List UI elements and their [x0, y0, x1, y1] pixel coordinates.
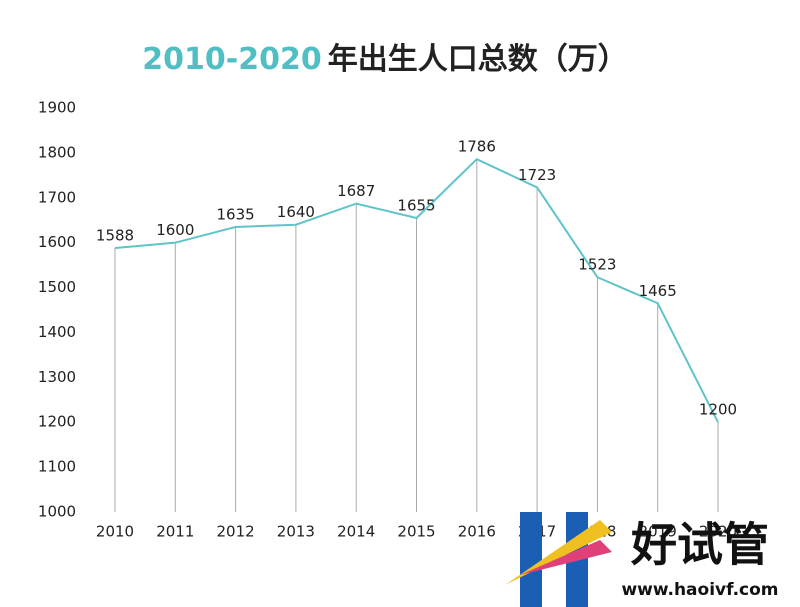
y-tick-label: 1800 — [38, 143, 76, 161]
title-text: 年出生人口总数（万） — [328, 42, 628, 77]
y-tick-label: 1600 — [38, 233, 76, 251]
title-years: 2010-2020 — [142, 42, 321, 77]
x-tick-label: 2019 — [639, 523, 677, 541]
data-label: 1600 — [156, 221, 194, 239]
x-tick-label: 2014 — [337, 523, 375, 541]
logo-stroke — [505, 520, 612, 585]
x-tick-label: 2012 — [217, 523, 255, 541]
x-tick-label: 2015 — [397, 523, 435, 541]
y-tick-label: 1100 — [38, 458, 76, 476]
line — [114, 157, 719, 423]
y-tick-label: 1700 — [38, 188, 76, 206]
data-label: 1200 — [699, 401, 737, 419]
y-tick-label: 1400 — [38, 323, 76, 341]
watermark-brand: 好试管 — [630, 518, 769, 572]
data-label: 1523 — [578, 256, 616, 274]
x-tick-label: 2016 — [458, 523, 496, 541]
data-label: 1687 — [337, 182, 375, 200]
watermark-url: www.haoivf.com — [621, 580, 778, 600]
y-tick-label: 1500 — [38, 278, 76, 296]
data-label: 1786 — [458, 138, 496, 156]
y-tick-label: 1200 — [38, 413, 76, 431]
chart-title: 2010-2020 年出生人口总数（万） — [142, 42, 627, 77]
data-label: 1588 — [96, 227, 134, 245]
x-tick-label: 2010 — [96, 523, 134, 541]
logo-bar — [520, 512, 542, 607]
x-tick-label: 2020 — [699, 523, 737, 541]
y-tick-label: 1000 — [38, 503, 76, 521]
x-tick-label: 2011 — [156, 523, 194, 541]
y-tick-label: 1300 — [38, 368, 76, 386]
y-tick-label: 1900 — [38, 99, 76, 117]
logo-stroke — [520, 540, 612, 575]
data-label: 1640 — [277, 203, 315, 221]
data-label: 1723 — [518, 166, 556, 184]
x-tick-label: 2013 — [277, 523, 315, 541]
data-label: 1465 — [639, 282, 677, 300]
data-label: 1655 — [397, 196, 435, 214]
watermark: 好试管 www.haoivf.com — [505, 512, 779, 607]
data-label: 1635 — [217, 205, 255, 223]
